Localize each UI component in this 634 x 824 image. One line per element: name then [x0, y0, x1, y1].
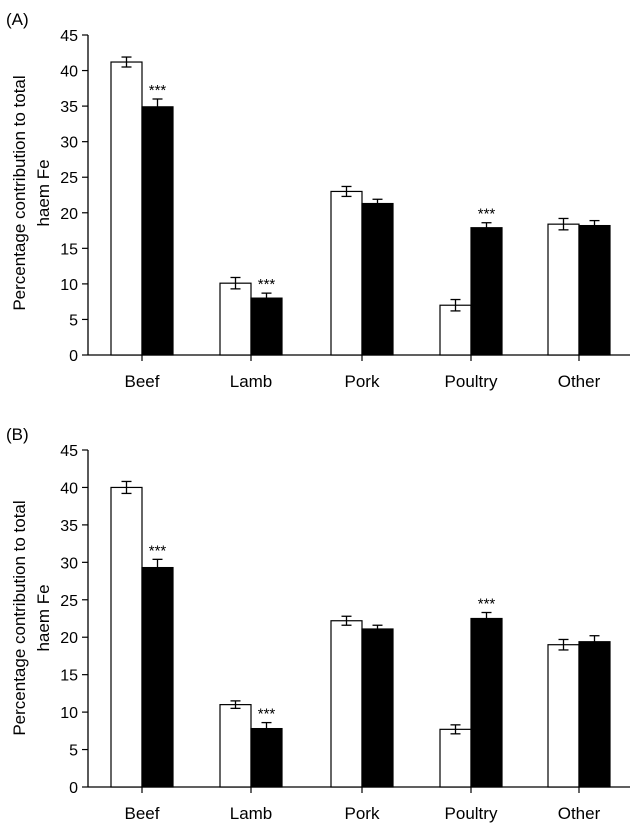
y-tick-label: 45: [60, 443, 78, 460]
x-tick-label: Other: [558, 372, 601, 391]
bar: [470, 617, 503, 788]
x-tick-label: Beef: [125, 804, 160, 823]
bar: [330, 190, 363, 356]
significance-marker: ***: [149, 82, 167, 99]
bar: [141, 566, 174, 788]
significance-marker: ***: [258, 276, 276, 293]
bar: [439, 304, 472, 356]
bar: [439, 728, 472, 788]
bar: [578, 641, 611, 788]
y-axis-label: haem Fe: [34, 159, 53, 226]
bar: [219, 282, 252, 356]
bar: [470, 227, 503, 356]
x-tick-label: Other: [558, 804, 601, 823]
y-tick-label: 5: [69, 743, 78, 760]
bar-chart-a: 0 5 10 15 20 25 30 35 40 45 Percentage contributio…: [10, 28, 630, 391]
y-tick-label: 0: [69, 348, 78, 365]
bar: [219, 704, 252, 788]
y-tick-label: 30: [60, 555, 78, 572]
significance-marker: ***: [149, 542, 167, 559]
bar: [141, 106, 174, 356]
y-tick-label: 15: [60, 241, 78, 258]
x-tick-label: Poultry: [445, 804, 498, 823]
bar: [110, 486, 143, 788]
bar: [547, 223, 580, 356]
significance-marker: ***: [258, 706, 276, 723]
y-tick-label: 20: [60, 206, 78, 223]
bar: [361, 202, 394, 356]
y-tick-label: 0: [69, 780, 78, 797]
y-tick-label: 40: [60, 480, 78, 497]
y-tick-label: 25: [60, 593, 78, 610]
y-tick-label: 10: [60, 277, 78, 294]
panel-label-a: (A): [6, 10, 29, 29]
panel-label-b: (B): [6, 425, 29, 444]
x-tick-label: Lamb: [230, 804, 273, 823]
y-tick-label: 40: [60, 64, 78, 81]
x-tick-label: Lamb: [230, 372, 273, 391]
y-tick-label: 15: [60, 668, 78, 685]
bar: [250, 297, 283, 356]
x-tick-label: Poultry: [445, 372, 498, 391]
y-tick-label: 35: [60, 518, 78, 535]
x-tick-label: Pork: [345, 804, 380, 823]
bar: [330, 620, 363, 788]
bar: [250, 727, 283, 788]
y-tick-label: 20: [60, 630, 78, 647]
y-tick-label: 10: [60, 705, 78, 722]
y-axis-label: haem Fe: [34, 584, 53, 651]
bar: [578, 224, 611, 356]
y-tick-label: 30: [60, 135, 78, 152]
y-axis-label: Percentage contribution to total: [10, 500, 29, 735]
bar: [361, 628, 394, 788]
y-axis-label: Percentage contribution to total: [10, 75, 29, 310]
bar-chart-b: 0 5 10 15 20 25 30 35 40 45 Percentage contributio…: [10, 443, 630, 823]
significance-marker: ***: [478, 206, 496, 223]
y-tick-label: 45: [60, 28, 78, 45]
x-tick-label: Beef: [125, 372, 160, 391]
bar: [547, 644, 580, 788]
bar: [110, 61, 143, 356]
y-tick-label: 25: [60, 170, 78, 187]
y-tick-label: 5: [69, 312, 78, 329]
significance-marker: ***: [478, 596, 496, 613]
y-tick-label: 35: [60, 99, 78, 116]
x-tick-label: Pork: [345, 372, 380, 391]
